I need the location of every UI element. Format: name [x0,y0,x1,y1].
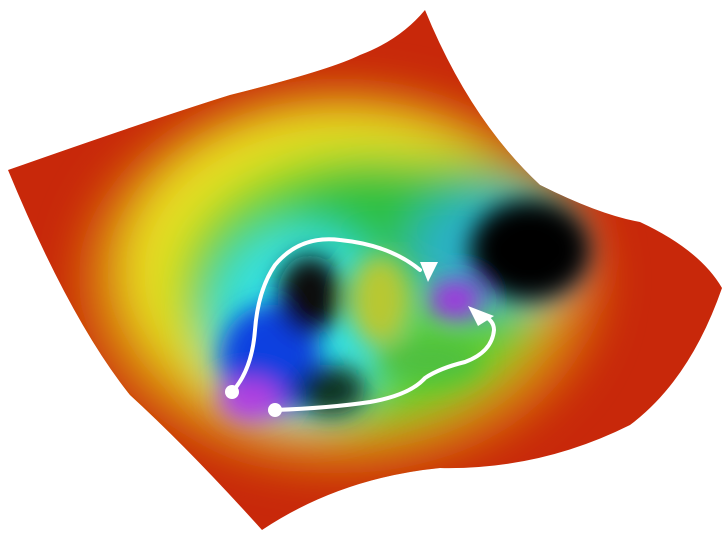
start-point-lower [268,403,282,417]
start-point-upper [225,385,239,399]
page [0,0,722,534]
surface-illustration [0,0,722,534]
surface [0,0,722,534]
dark-well-right [470,200,590,300]
saddle [350,255,410,345]
dark-well [278,255,342,335]
